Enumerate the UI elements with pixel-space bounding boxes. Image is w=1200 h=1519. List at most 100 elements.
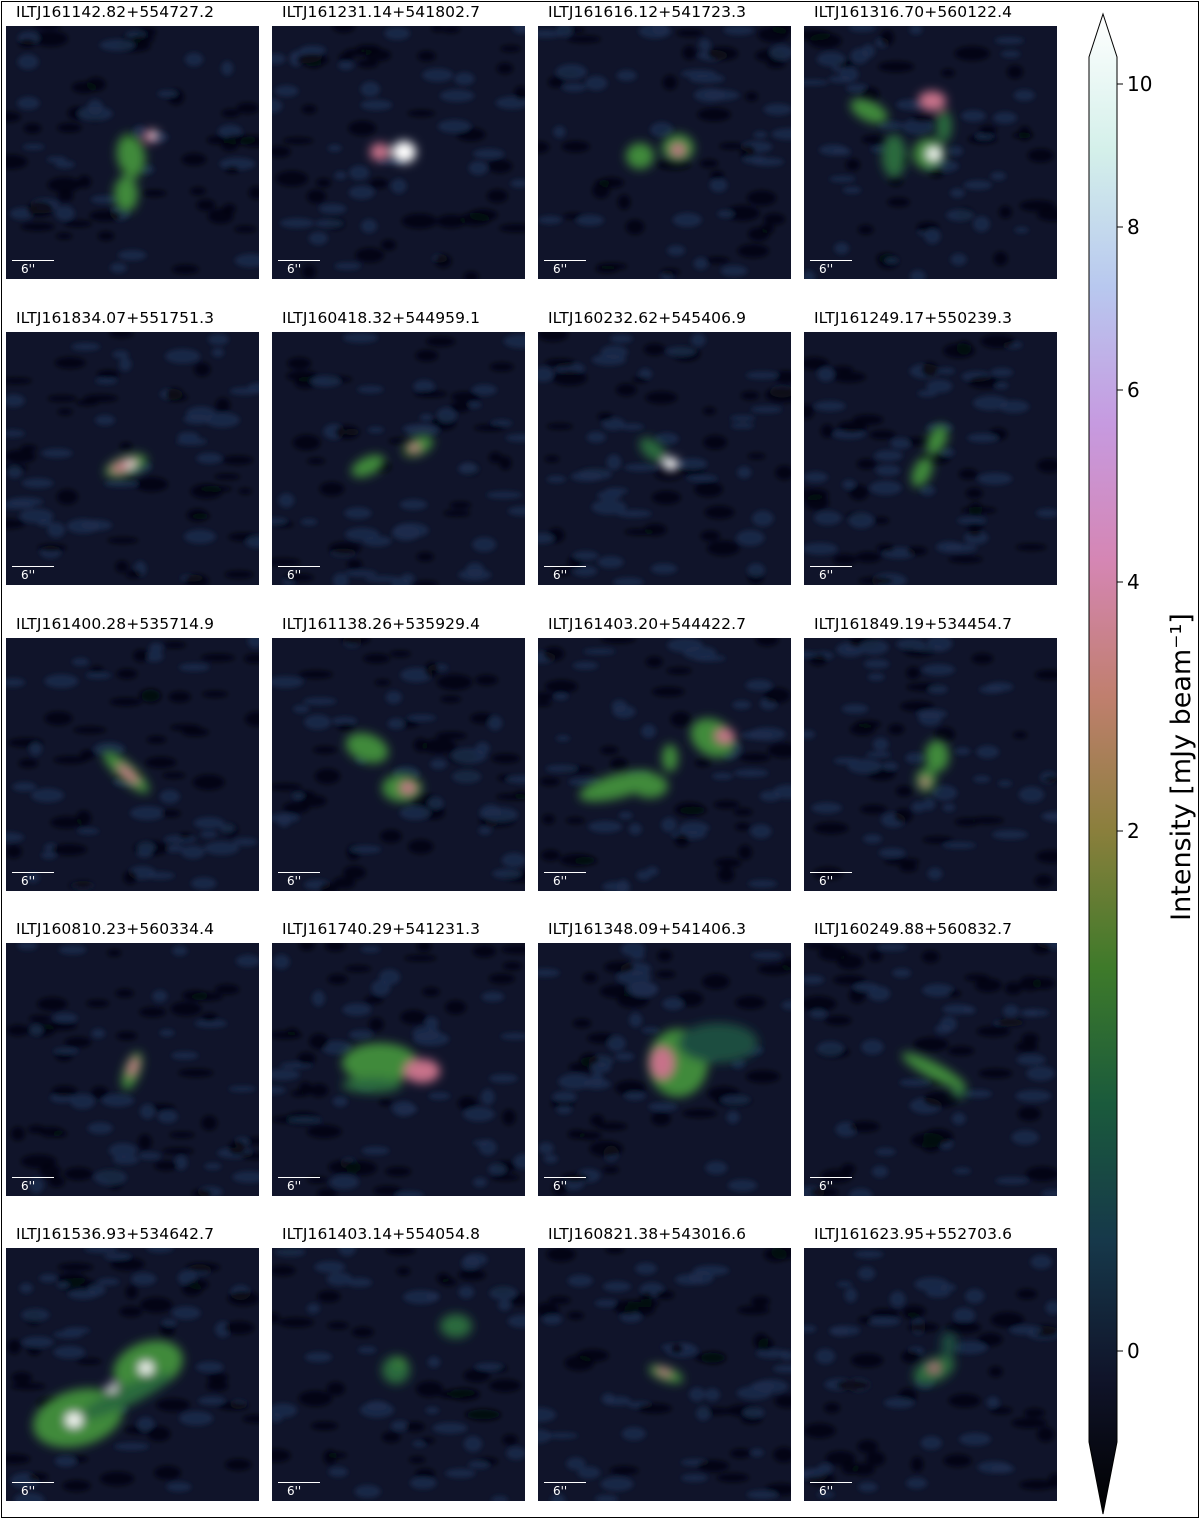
radio-source-panel: ILTJ160249.88+560832.7 6'' <box>804 919 1057 1196</box>
background-noise <box>272 332 525 585</box>
radio-source-panel: ILTJ161616.12+541723.3 6'' <box>538 2 791 279</box>
panel-title: ILTJ161849.19+534454.7 <box>814 615 1013 633</box>
radio-source-panel: ILTJ160418.32+544959.1 6'' <box>272 308 525 585</box>
colorbar-tick-label: 10 <box>1127 72 1152 96</box>
scalebar <box>544 566 586 567</box>
scalebar <box>544 1177 586 1178</box>
background-noise <box>6 332 259 585</box>
radio-emission <box>102 750 150 794</box>
scalebar-label: 6'' <box>21 1484 36 1498</box>
radio-image: 6'' <box>538 638 791 891</box>
background-noise <box>272 26 525 279</box>
radio-emission <box>114 130 159 212</box>
background-noise <box>538 332 791 585</box>
background-noise <box>538 1248 791 1501</box>
radio-source-panel: ILTJ161849.19+534454.7 6'' <box>804 614 1057 891</box>
radio-image-render <box>538 638 791 891</box>
radio-image-render <box>6 1248 259 1501</box>
panel-title: ILTJ161623.95+552703.6 <box>814 1225 1013 1243</box>
scalebar <box>278 1482 320 1483</box>
scalebar <box>278 566 320 567</box>
panel-title: ILTJ160232.62+545406.9 <box>548 309 747 327</box>
scalebar-label: 6'' <box>21 874 36 888</box>
background-noise <box>538 943 791 1196</box>
radio-image: 6'' <box>804 638 1057 891</box>
scalebar-label: 6'' <box>553 1179 568 1193</box>
background-noise <box>804 943 1057 1196</box>
radio-source-panel: ILTJ161403.14+554054.8 6'' <box>272 1224 525 1501</box>
scalebar <box>278 260 320 261</box>
radio-image-render <box>804 638 1057 887</box>
scalebar-label: 6'' <box>819 874 834 888</box>
radio-source-panel: ILTJ161834.07+551751.3 6'' <box>6 308 259 585</box>
radio-source-panel: ILTJ161536.93+534642.7 6'' <box>6 1224 259 1501</box>
radio-source-panel: ILTJ161740.29+541231.3 6'' <box>272 919 525 1196</box>
scalebar <box>544 872 586 873</box>
panel-title: ILTJ161834.07+551751.3 <box>16 309 215 327</box>
panel-title: ILTJ161536.93+534642.7 <box>16 1225 215 1243</box>
panel-title: ILTJ161138.26+535929.4 <box>282 615 481 633</box>
radio-image: 6'' <box>538 1248 791 1501</box>
radio-image-render <box>804 1250 1057 1498</box>
scalebar-label: 6'' <box>287 262 302 276</box>
scalebar-label: 6'' <box>819 262 834 276</box>
scalebar <box>278 872 320 873</box>
scalebar <box>810 566 852 567</box>
scalebar-label: 6'' <box>819 1179 834 1193</box>
radio-emission <box>911 425 948 487</box>
background-noise <box>804 1250 1057 1498</box>
radio-emission <box>648 1364 684 1384</box>
radio-image-render <box>6 26 259 274</box>
panel-title: ILTJ161740.29+541231.3 <box>282 920 481 938</box>
radio-image-render <box>272 26 525 279</box>
radio-emission <box>382 1314 472 1384</box>
scalebar-label: 6'' <box>553 1484 568 1498</box>
background-noise <box>6 943 259 1196</box>
scalebar-label: 6'' <box>21 262 36 276</box>
colorbar-tick-label: 6 <box>1127 378 1140 402</box>
scalebar <box>278 1177 320 1178</box>
radio-emission <box>626 134 694 169</box>
panel-title: ILTJ160418.32+544959.1 <box>282 309 481 327</box>
background-noise <box>272 943 525 1196</box>
panel-title: ILTJ161142.82+554727.2 <box>16 3 215 21</box>
background-noise <box>538 26 791 279</box>
radio-image-render <box>6 943 259 1196</box>
radio-emission <box>105 453 147 479</box>
radio-image-render <box>6 332 259 585</box>
background-noise <box>6 26 259 274</box>
radio-image-render <box>804 26 1057 279</box>
colorbar-tick-label: 8 <box>1127 215 1140 239</box>
radio-image: 6'' <box>272 638 525 891</box>
scalebar <box>12 1482 54 1483</box>
background-noise <box>6 638 259 890</box>
background-noise <box>804 638 1057 887</box>
radio-image-render <box>538 1248 791 1501</box>
radio-emission <box>579 718 736 802</box>
panel-title: ILTJ160249.88+560832.7 <box>814 920 1013 938</box>
radio-source-panel: ILTJ160232.62+545406.9 6'' <box>538 308 791 585</box>
radio-image: 6'' <box>6 1248 259 1501</box>
panel-title: ILTJ161231.14+541802.7 <box>282 3 481 21</box>
scalebar-label: 6'' <box>553 874 568 888</box>
scalebar-label: 6'' <box>21 1179 36 1193</box>
radio-image: 6'' <box>272 1248 525 1501</box>
radio-emission <box>121 1052 143 1090</box>
scalebar-label: 6'' <box>819 568 834 582</box>
radio-image: 6'' <box>272 26 525 279</box>
scalebar <box>810 1482 852 1483</box>
scalebar <box>12 566 54 567</box>
colorbar-label: Intensity [mJy beam⁻¹] <box>1166 613 1197 921</box>
scalebar-label: 6'' <box>21 568 36 582</box>
radio-image: 6'' <box>6 26 259 279</box>
background-noise <box>272 1248 525 1501</box>
radio-image-render <box>538 26 791 279</box>
radio-source-panel: ILTJ160810.23+560334.4 6'' <box>6 919 259 1196</box>
scalebar <box>810 260 852 261</box>
colorbar-tick-label: 0 <box>1127 1339 1140 1363</box>
scalebar-label: 6'' <box>287 874 302 888</box>
panel-title: ILTJ161316.70+560122.4 <box>814 3 1013 21</box>
panel-title: ILTJ161400.28+535714.9 <box>16 615 215 633</box>
background-noise <box>6 1248 259 1501</box>
scalebar <box>12 1177 54 1178</box>
